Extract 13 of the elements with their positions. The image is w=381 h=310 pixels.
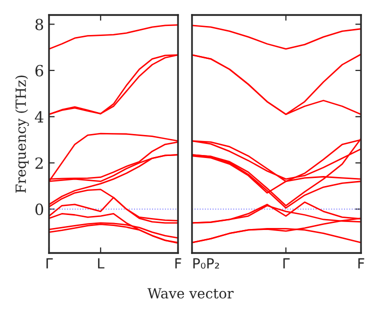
y-tick-label: 4 xyxy=(34,111,44,122)
y-tick-label: 8 xyxy=(35,18,44,30)
x-tick-label: L xyxy=(98,258,104,268)
y-tick-label: 0 xyxy=(35,204,44,216)
x-tick-label: F xyxy=(358,258,364,268)
y-tick-label: 2 xyxy=(35,157,43,169)
x-axis-title: Wave vector xyxy=(147,288,234,299)
x-tick-label: Γ xyxy=(283,258,290,268)
y-tick-label: 6 xyxy=(35,64,44,76)
x-tick-label: Γ xyxy=(46,258,53,268)
y-axis-title: Frequency (THz) xyxy=(15,76,29,193)
x-tick-label: F xyxy=(175,258,182,268)
x-tick-label: P₀P₂ xyxy=(193,258,220,269)
